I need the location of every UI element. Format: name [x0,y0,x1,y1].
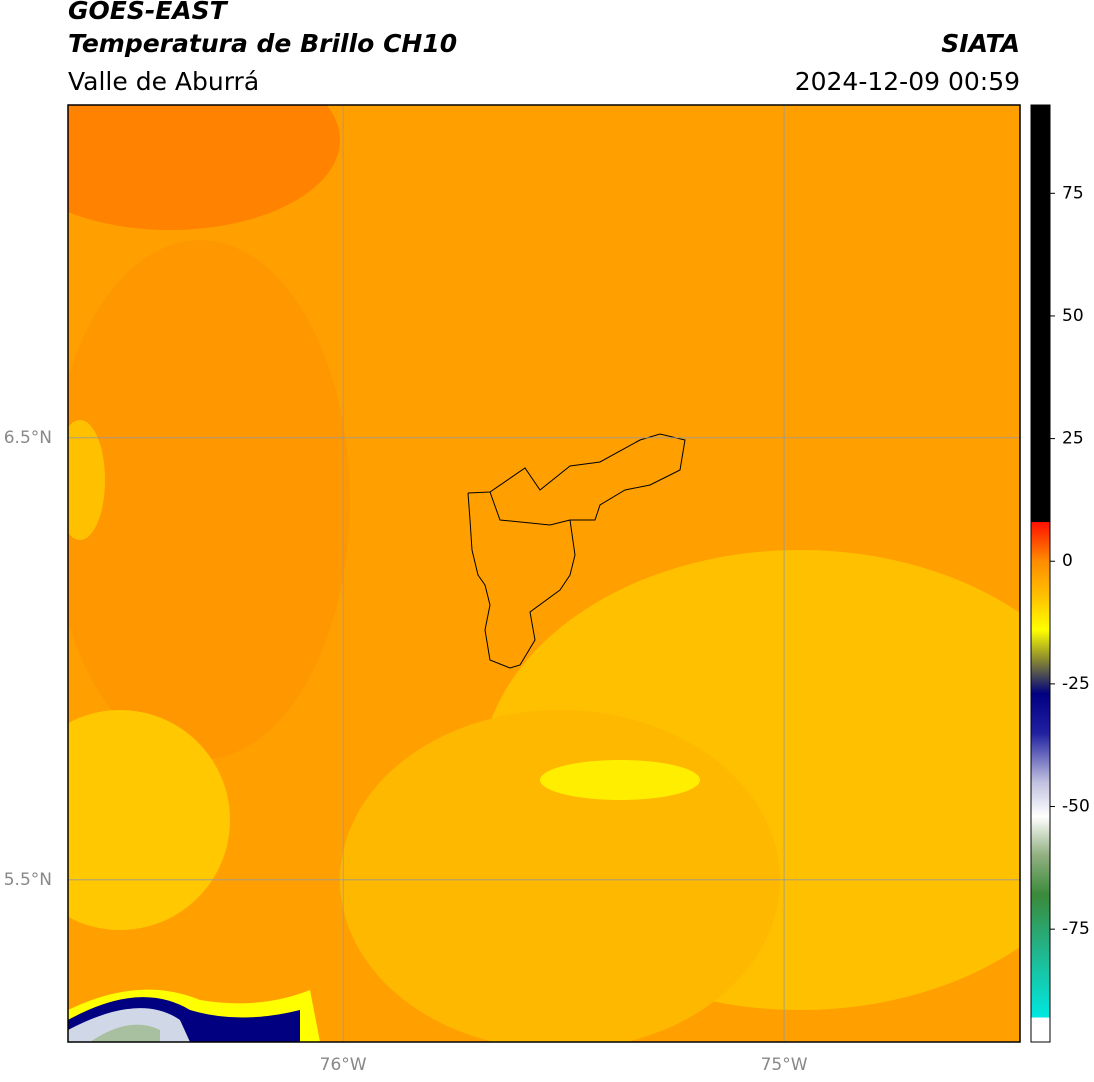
field-warm [68,105,340,230]
datetime: 2024-12-09 00:59 [795,67,1020,96]
field-warm [68,240,350,760]
colorbar-label: 75 [1062,183,1084,203]
colorbar-label: 0 [1062,551,1073,571]
boundary [489,491,571,526]
title: GOES-EAST [68,0,229,25]
lat-label: 6.5°N [4,428,52,448]
graticule [68,105,1020,1042]
colorbar-label: -25 [1062,674,1090,694]
subtitle: Temperatura de Brillo CH10 [68,29,457,58]
field-cold [90,1024,160,1042]
lon-label: 75°W [761,1055,808,1075]
lon-label: 76°W [320,1055,367,1075]
region: Valle de Aburrá [68,67,259,96]
colorbar-label: 25 [1062,429,1084,449]
map-frame [67,104,1021,1043]
field-cool [540,760,700,800]
source: SIATA [941,29,1020,58]
lat-label: 5.5°N [4,870,52,890]
colorbar-label: -75 [1062,919,1090,939]
colorbar-label: -50 [1062,797,1090,817]
field [68,105,1020,1042]
colorbar [1030,104,1051,1043]
colorbar-label: 50 [1062,306,1084,326]
boundary [467,433,686,669]
field-cool [68,710,230,930]
field-cool [68,420,105,540]
